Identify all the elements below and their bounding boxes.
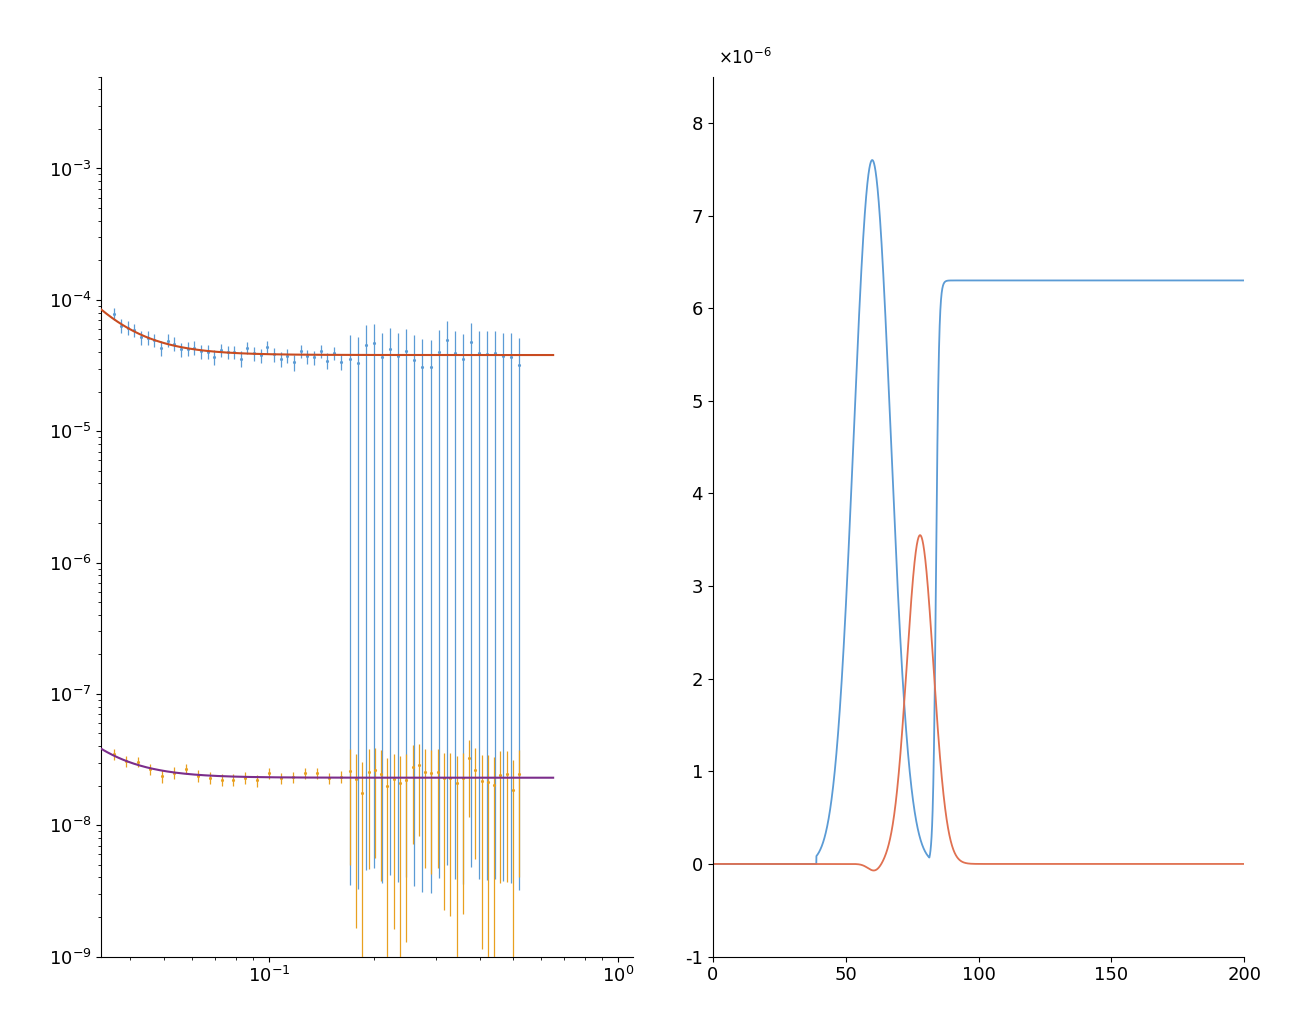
Text: $\times10^{-6}$: $\times10^{-6}$ bbox=[718, 48, 772, 68]
